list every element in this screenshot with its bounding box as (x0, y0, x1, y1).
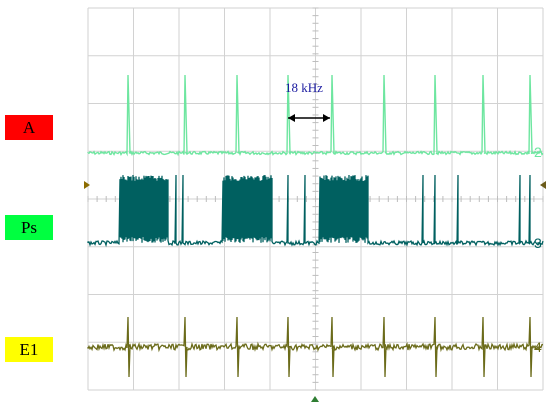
channel-label-a: A (5, 115, 53, 140)
channel-label-ps-text: Ps (20, 217, 38, 237)
trace-channel-e1 (87, 316, 544, 378)
channel-number-a: 2 (534, 144, 542, 160)
trace-channel-a (87, 74, 544, 157)
frequency-arrow-right-head (323, 114, 330, 122)
channel-label-e1: E1 (5, 337, 53, 362)
frequency-annotation: 18 kHz (285, 80, 323, 95)
channel-label-e1-text: E1 (19, 339, 39, 359)
trigger-level-left-marker (84, 181, 90, 189)
trigger-position-marker (311, 396, 319, 402)
traces (87, 74, 544, 378)
trigger-level-right-marker (540, 181, 546, 189)
markers: 2 3 4 (84, 114, 546, 402)
frequency-arrow-left-head (288, 114, 295, 122)
channel-number-e1: 4 (534, 339, 542, 355)
channel-number-ps: 3 (534, 235, 542, 251)
channel-label-a-text: A (22, 117, 36, 137)
channel-label-ps: Ps (5, 215, 53, 240)
trace-channel-ps (87, 174, 544, 248)
